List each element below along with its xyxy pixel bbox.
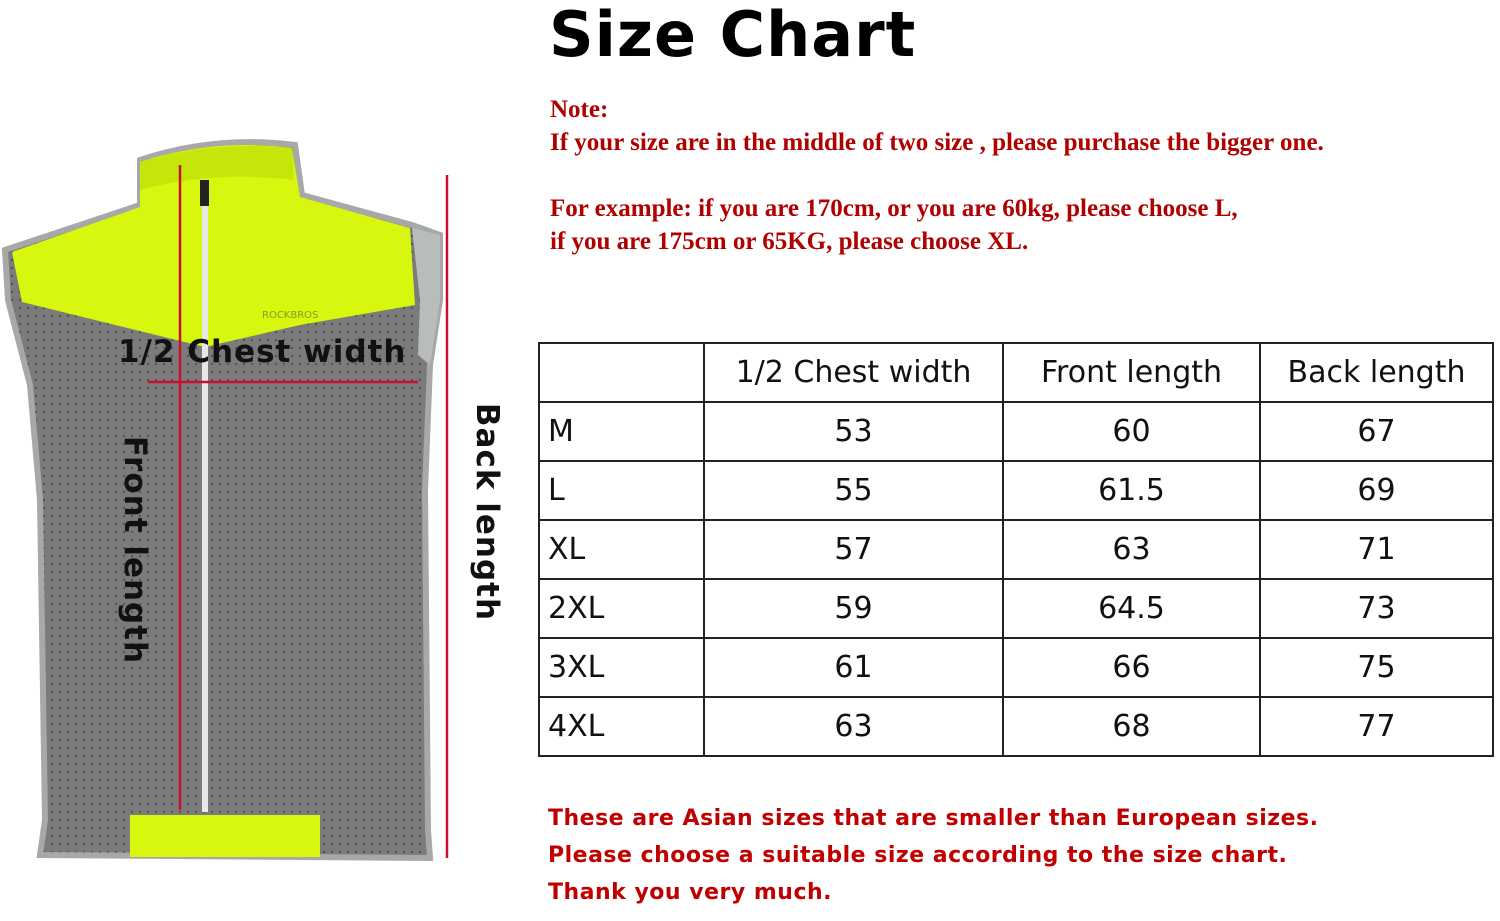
size-cell: 2XL — [538, 578, 705, 639]
table-header-row: 1/2 Chest width Front length Back length — [538, 342, 1494, 403]
column-header: 1/2 Chest width — [703, 342, 1004, 403]
footer-line: Thank you very much. — [548, 880, 833, 905]
size-cell: 3XL — [538, 637, 705, 698]
size-cell: L — [538, 460, 705, 521]
footer-line: Please choose a suitable size according … — [548, 843, 1288, 868]
column-header: Front length — [1002, 342, 1261, 403]
chest-width-label: 1/2 Chest width — [118, 334, 407, 370]
vest-armhole-right — [412, 228, 440, 365]
note-line: If your size are in the middle of two si… — [550, 129, 1324, 156]
value-cell: 75 — [1259, 637, 1494, 698]
value-cell: 61.5 — [1002, 460, 1261, 521]
note-line: if you are 175cm or 65KG, please choose … — [550, 228, 1029, 255]
table-row: M 53 60 67 — [538, 401, 1494, 462]
size-cell: XL — [538, 519, 705, 580]
vest-yellow-panel — [12, 145, 415, 347]
value-cell: 53 — [703, 401, 1004, 462]
value-cell: 63 — [703, 696, 1004, 757]
value-cell: 63 — [1002, 519, 1261, 580]
column-header: Back length — [1259, 342, 1494, 403]
front-length-label: Front length — [117, 435, 153, 665]
value-cell: 68 — [1002, 696, 1261, 757]
value-cell: 77 — [1259, 696, 1494, 757]
value-cell: 55 — [703, 460, 1004, 521]
note-heading: Note: — [550, 96, 609, 123]
zipper-pull — [200, 180, 209, 206]
size-cell: 4XL — [538, 696, 705, 757]
size-table: 1/2 Chest width Front length Back length M 5… — [538, 342, 1494, 757]
size-cell: M — [538, 401, 705, 462]
value-cell: 73 — [1259, 578, 1494, 639]
vest-illustration: ROCKBROS — [1, 139, 449, 862]
vest-collar-shade — [140, 145, 294, 190]
value-cell: 67 — [1259, 401, 1494, 462]
value-cell: 59 — [703, 578, 1004, 639]
value-cell: 57 — [703, 519, 1004, 580]
note-line: For example: if you are 170cm, or you ar… — [550, 195, 1238, 222]
vest-yellow-hem — [130, 815, 320, 857]
brand-logo: ROCKBROS — [262, 310, 318, 321]
value-cell: 71 — [1259, 519, 1494, 580]
footer-line: These are Asian sizes that are smaller t… — [548, 806, 1319, 831]
value-cell: 60 — [1002, 401, 1261, 462]
column-header — [538, 342, 705, 403]
page-title: Size Chart — [549, 0, 917, 71]
value-cell: 69 — [1259, 460, 1494, 521]
back-length-label: Back length — [469, 402, 505, 622]
value-cell: 66 — [1002, 637, 1261, 698]
table-row: 4XL 63 68 77 — [538, 696, 1494, 757]
table-row: 2XL 59 64.5 73 — [538, 578, 1494, 639]
table-row: L 55 61.5 69 — [538, 460, 1494, 521]
table-row: 3XL 61 66 75 — [538, 637, 1494, 698]
value-cell: 61 — [703, 637, 1004, 698]
table-row: XL 57 63 71 — [538, 519, 1494, 580]
value-cell: 64.5 — [1002, 578, 1261, 639]
